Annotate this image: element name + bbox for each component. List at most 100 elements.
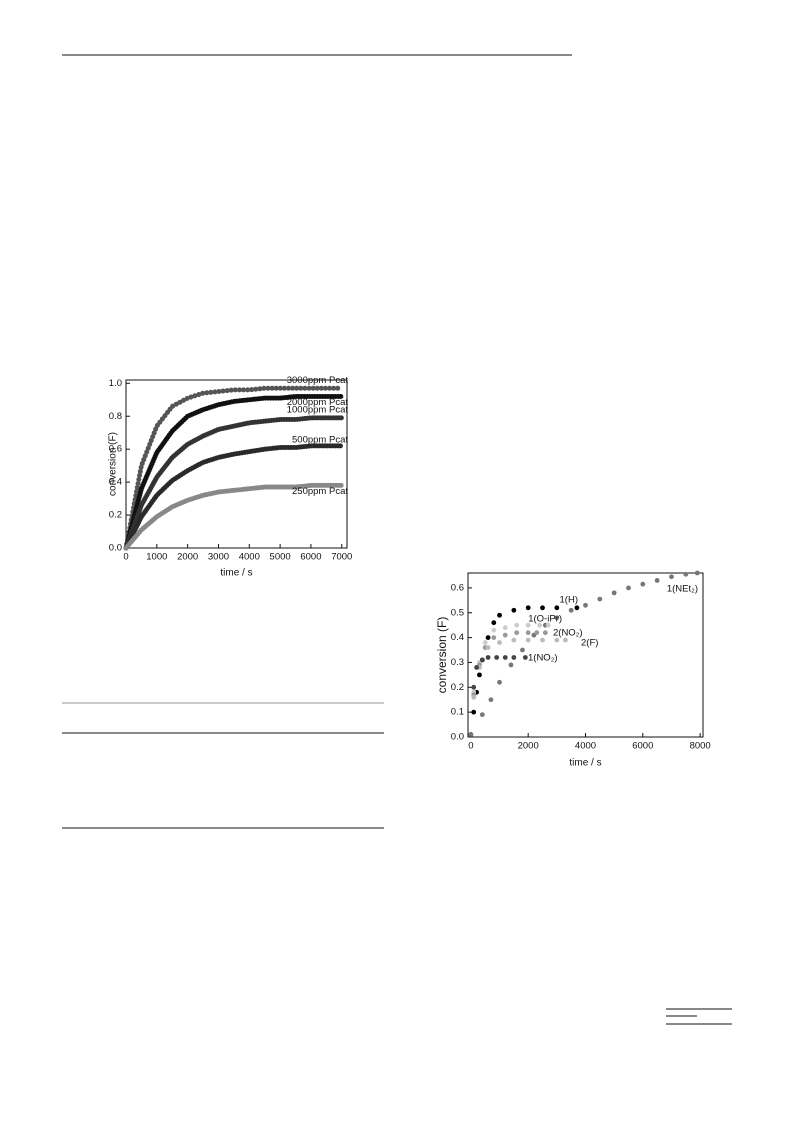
y-tick-label: 1.0 [109,378,122,389]
data-point [563,637,568,643]
data-point [525,637,531,643]
series-label: 500ppm Pcat [292,434,348,445]
series-line [123,443,345,551]
x-tick-label: 2000 [518,741,539,752]
data-point [568,607,574,613]
x-tick-label: 6000 [300,552,321,563]
data-point [482,640,488,645]
plot-frame [467,572,704,738]
series-line [123,385,345,551]
data-point [540,605,545,611]
data-point [522,655,528,660]
data-point [537,622,543,628]
series-line [123,415,345,551]
y-tick-label: 0.0 [451,732,464,743]
data-point [491,620,497,626]
data-point [497,640,502,645]
x-tick-label: 3000 [208,552,229,563]
y-tick-label: 0.4 [109,477,122,488]
series-label: 1(O-iPr) [528,614,562,625]
y-axis-label: conversion (F) [435,617,449,694]
y-tick-label: 0.8 [109,411,122,422]
x-tick-label: 4000 [239,552,260,563]
data-point [525,622,531,628]
data-point [488,697,494,703]
y-tick-label: 0.6 [109,444,122,455]
plot-frame [125,379,348,549]
data-point [597,596,603,602]
data-point [474,665,479,670]
data-point [525,630,531,636]
x-tick-label: 2000 [177,552,198,563]
x-tick-label: 5000 [270,552,291,563]
data-point [554,605,560,611]
data-point [511,607,517,613]
data-point [508,662,514,668]
data-point [542,630,548,636]
data-point [491,635,497,641]
data-point [540,637,545,643]
data-point [514,622,520,628]
y-axis-label: conversion (F) [108,432,119,496]
series-label: 2000ppm Pcat [287,397,349,408]
y-tick-label: 0.6 [451,582,464,593]
series-label: 250ppm Pcat [292,486,348,497]
data-point [574,605,580,611]
x-tick-label: 1000 [146,552,167,563]
data-point [525,605,531,611]
series-label: 1(NEt₂) [667,584,698,595]
data-point [471,694,477,700]
x-axis-label: time / s [569,758,601,769]
data-point [534,630,540,636]
data-point [471,684,477,690]
data-point [545,622,551,628]
series-label: 2(F) [581,638,598,649]
series-label: 1000ppm Pcat [287,404,349,415]
x-tick-label: 0 [123,552,128,563]
x-tick-label: 6000 [632,741,653,752]
data-point [497,679,502,685]
data-point [640,581,646,587]
data-point [477,672,482,678]
data-point [497,612,502,618]
data-point [554,615,560,621]
data-point [485,635,491,641]
series-label: 1(NO₂) [528,653,558,664]
data-point [471,709,477,715]
data-point [511,637,517,643]
data-point [468,732,474,737]
series-label: 2(NO₂) [553,628,583,639]
data-point [479,657,485,663]
data-point [511,655,517,660]
series-label: 1(H) [560,595,578,606]
data-point [554,637,560,643]
y-tick-label: 0.5 [451,607,464,618]
series-line [123,393,345,551]
y-tick-label: 0.1 [451,707,464,718]
data-point [654,578,660,583]
data-point [502,625,508,631]
x-tick-label: 8000 [690,741,711,752]
data-point [494,655,500,660]
series-line [123,482,345,551]
series-label: 3000ppm Pcat [287,375,349,386]
data-point [485,645,491,650]
data-point [626,585,631,591]
data-point [669,574,674,580]
data-point [502,632,508,638]
data-point [694,570,700,576]
data-point [514,630,520,636]
data-point [520,647,525,653]
data-point [491,627,497,633]
data-point [611,590,617,596]
x-tick-label: 7000 [331,552,352,563]
data-point [683,571,689,577]
y-tick-label: 0.4 [451,632,464,643]
y-tick-label: 0.2 [451,682,464,693]
data-point [485,655,491,660]
x-axis-label: time / s [220,568,252,579]
x-tick-label: 4000 [575,741,596,752]
data-point [479,712,485,718]
y-tick-label: 0.3 [451,657,464,668]
